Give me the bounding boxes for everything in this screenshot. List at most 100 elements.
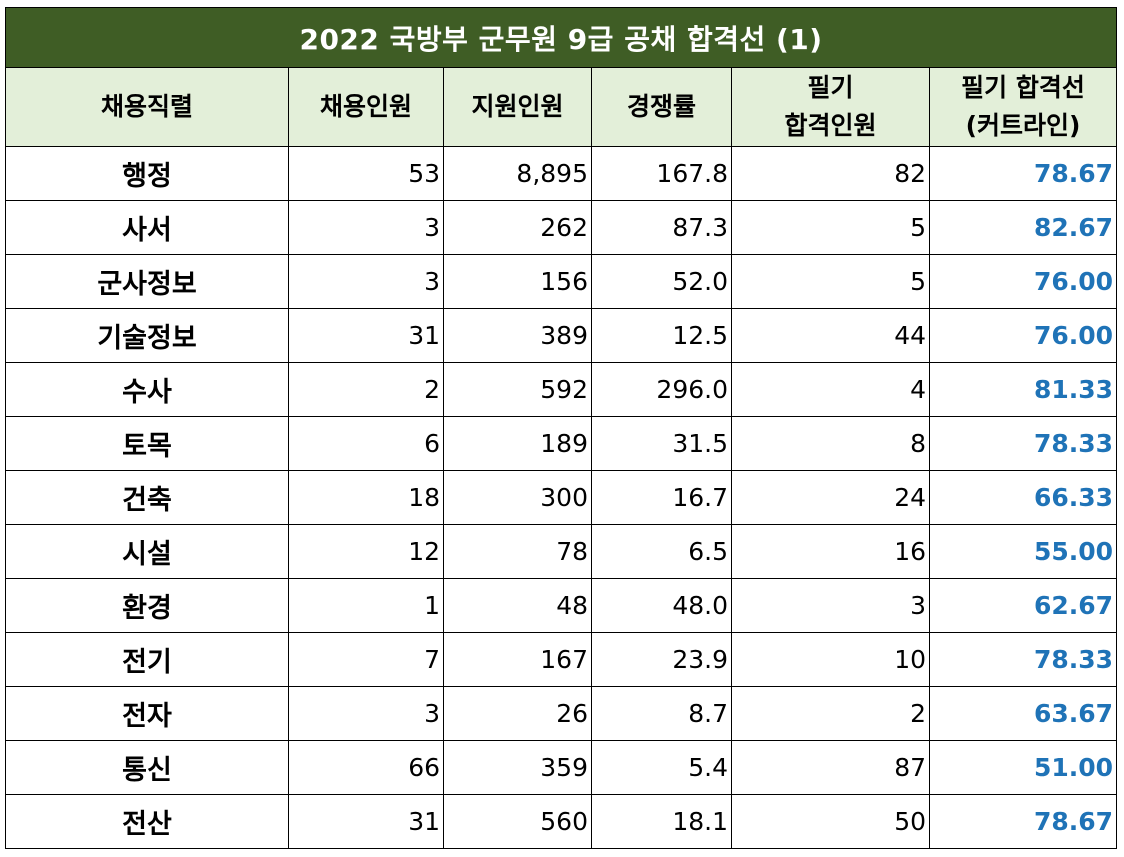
cutoff-table: 2022 국방부 군무원 9급 공채 합격선 (1) 채용직렬 채용인원 지원인원 경… (4, 7, 1118, 849)
hires-cell: 1 (288, 578, 444, 633)
table-row: 수사 2 592 296.0 4 81.33 (5, 362, 1118, 417)
job-series-cell: 기술정보 (5, 308, 289, 363)
applicants-cell: 8,895 (443, 146, 592, 201)
hires-cell: 66 (288, 740, 444, 795)
cutoff-cell: 76.00 (928, 254, 1118, 309)
job-series-cell: 사서 (5, 200, 289, 255)
applicants-cell: 26 (443, 686, 592, 741)
cutoff-cell: 51.00 (928, 740, 1118, 795)
ratio-cell: 16.7 (591, 470, 732, 525)
header-line: 필기 (807, 73, 854, 102)
col-header-applicants: 지원인원 (443, 67, 592, 147)
cutoff-cell: 66.33 (928, 470, 1118, 525)
table-row: 군사정보 3 156 52.0 5 76.00 (5, 254, 1118, 309)
written-passed-cell: 82 (731, 146, 930, 201)
hires-cell: 53 (288, 146, 444, 201)
written-passed-cell: 16 (731, 524, 930, 579)
table-row: 시설 12 78 6.5 16 55.00 (5, 524, 1118, 579)
table-row: 토목 6 189 31.5 8 78.33 (5, 416, 1118, 471)
hires-cell: 3 (288, 200, 444, 255)
table-row: 건축 18 300 16.7 24 66.33 (5, 470, 1118, 525)
table-row: 통신 66 359 5.4 87 51.00 (5, 740, 1118, 795)
ratio-cell: 31.5 (591, 416, 732, 471)
job-series-cell: 전자 (5, 686, 289, 741)
table-row: 전자 3 26 8.7 2 63.67 (5, 686, 1118, 741)
table-row: 행정 53 8,895 167.8 82 78.67 (5, 146, 1118, 201)
job-series-cell: 통신 (5, 740, 289, 795)
hires-cell: 18 (288, 470, 444, 525)
applicants-cell: 48 (443, 578, 592, 633)
cutoff-cell: 81.33 (928, 362, 1118, 417)
ratio-cell: 296.0 (591, 362, 732, 417)
job-series-cell: 군사정보 (5, 254, 289, 309)
written-passed-cell: 8 (731, 416, 930, 471)
job-series-cell: 토목 (5, 416, 289, 471)
ratio-cell: 48.0 (591, 578, 732, 633)
hires-cell: 3 (288, 686, 444, 741)
table-row: 전기 7 167 23.9 10 78.33 (5, 632, 1118, 687)
applicants-cell: 156 (443, 254, 592, 309)
header-row: 채용직렬 채용인원 지원인원 경쟁률 필기 합격인원 필기 합격선 (커트라인) (5, 67, 1118, 147)
written-passed-cell: 44 (731, 308, 930, 363)
cutoff-cell: 78.67 (928, 794, 1118, 849)
cutoff-cell: 76.00 (928, 308, 1118, 363)
written-passed-cell: 87 (731, 740, 930, 795)
table-row: 사서 3 262 87.3 5 82.67 (5, 200, 1118, 255)
cutoff-cell: 78.33 (928, 416, 1118, 471)
job-series-cell: 시설 (5, 524, 289, 579)
header-line: 채용인원 (319, 92, 412, 121)
cutoff-cell: 82.67 (928, 200, 1118, 255)
col-header-cutoff: 필기 합격선 (커트라인) (928, 67, 1118, 147)
ratio-cell: 12.5 (591, 308, 732, 363)
applicants-cell: 560 (443, 794, 592, 849)
job-series-cell: 행정 (5, 146, 289, 201)
written-passed-cell: 50 (731, 794, 930, 849)
written-passed-cell: 5 (731, 200, 930, 255)
written-passed-cell: 3 (731, 578, 930, 633)
hires-cell: 7 (288, 632, 444, 687)
written-passed-cell: 10 (731, 632, 930, 687)
ratio-cell: 6.5 (591, 524, 732, 579)
job-series-cell: 전기 (5, 632, 289, 687)
applicants-cell: 389 (443, 308, 592, 363)
written-passed-cell: 24 (731, 470, 930, 525)
hires-cell: 6 (288, 416, 444, 471)
written-passed-cell: 4 (731, 362, 930, 417)
ratio-cell: 8.7 (591, 686, 732, 741)
cutoff-cell: 55.00 (928, 524, 1118, 579)
ratio-cell: 23.9 (591, 632, 732, 687)
header-line: 합격인원 (784, 111, 877, 140)
header-line: 경쟁률 (626, 92, 696, 121)
job-series-cell: 전산 (5, 794, 289, 849)
table-row: 전산 31 560 18.1 50 78.67 (5, 794, 1118, 849)
col-header-job-series: 채용직렬 (5, 67, 289, 147)
applicants-cell: 300 (443, 470, 592, 525)
ratio-cell: 52.0 (591, 254, 732, 309)
job-series-cell: 건축 (5, 470, 289, 525)
cutoff-cell: 78.67 (928, 146, 1118, 201)
hires-cell: 2 (288, 362, 444, 417)
hires-cell: 31 (288, 308, 444, 363)
header-line: 지원인원 (471, 92, 564, 121)
hires-cell: 31 (288, 794, 444, 849)
table-body: 행정 53 8,895 167.8 82 78.67 사서 3 262 87.3 5 82.67 군사정… (5, 146, 1118, 849)
job-series-cell: 수사 (5, 362, 289, 417)
cutoff-cell: 62.67 (928, 578, 1118, 633)
applicants-cell: 359 (443, 740, 592, 795)
applicants-cell: 262 (443, 200, 592, 255)
title-row: 2022 국방부 군무원 9급 공채 합격선 (1) (4, 7, 1118, 68)
ratio-cell: 167.8 (591, 146, 732, 201)
col-header-ratio: 경쟁률 (591, 67, 732, 147)
applicants-cell: 592 (443, 362, 592, 417)
table-title: 2022 국방부 군무원 9급 공채 합격선 (1) (4, 7, 1118, 68)
table-row: 환경 1 48 48.0 3 62.67 (5, 578, 1118, 633)
cutoff-cell: 78.33 (928, 632, 1118, 687)
hires-cell: 3 (288, 254, 444, 309)
applicants-cell: 167 (443, 632, 592, 687)
table-row: 기술정보 31 389 12.5 44 76.00 (5, 308, 1118, 363)
ratio-cell: 5.4 (591, 740, 732, 795)
job-series-cell: 환경 (5, 578, 289, 633)
ratio-cell: 18.1 (591, 794, 732, 849)
applicants-cell: 189 (443, 416, 592, 471)
